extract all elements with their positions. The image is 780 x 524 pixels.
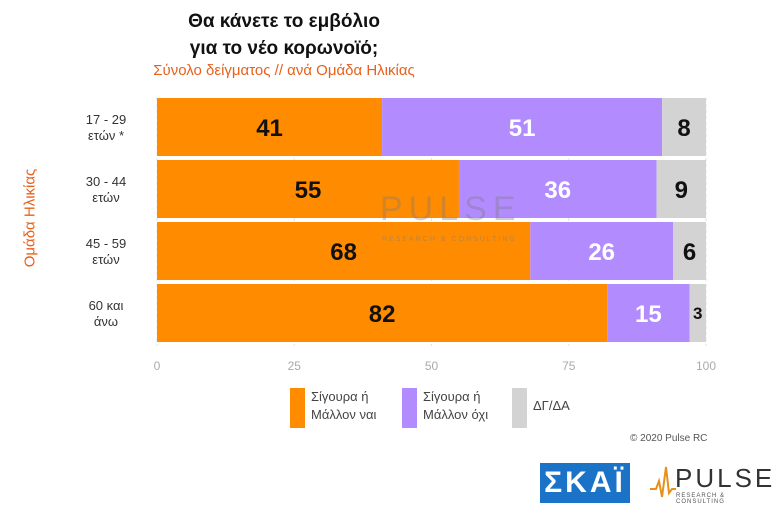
data-label-2-2: 6 — [683, 239, 696, 266]
legend-label-no: Σίγουρα ή Μάλλον όχι — [423, 388, 488, 424]
bar-0-0 — [157, 98, 383, 156]
bar-1-2 — [656, 160, 706, 218]
x-tick-label-1: 25 — [288, 359, 302, 373]
data-label-3-2: 3 — [693, 304, 702, 323]
legend-swatch-no — [402, 388, 417, 428]
bar-2-0 — [157, 222, 531, 280]
x-tick-label-4: 100 — [696, 359, 716, 373]
legend-label-no-line1: Σίγουρα ή — [423, 389, 481, 404]
category-label-3-0: 60 και — [89, 298, 124, 313]
legend-swatch-dk — [512, 388, 527, 428]
x-tick-label-2: 50 — [425, 359, 439, 373]
bar-0-1 — [382, 98, 663, 156]
legend-swatch-yes — [290, 388, 305, 428]
category-label-0-1: ετών * — [88, 128, 124, 143]
bar-3-0 — [157, 284, 608, 342]
pulse-wave-icon — [650, 466, 676, 498]
bar-1-0 — [157, 160, 459, 218]
pulse-logo: PULSE RESEARCH & CONSULTING — [650, 463, 772, 505]
category-label-2-1: ετών — [92, 252, 119, 267]
legend-label-dk: ΔΓ/ΔΑ — [533, 398, 570, 413]
category-label-1-0: 30 - 44 — [86, 174, 126, 189]
legend-label-yes-line1: Σίγουρα ή — [311, 389, 369, 404]
bar-3-2 — [689, 284, 706, 342]
legend-item-no: Σίγουρα ή Μάλλον όχι — [402, 388, 488, 428]
x-tick-label-0: 0 — [154, 359, 161, 373]
bar-2-1 — [530, 222, 674, 280]
data-label-1-2: 9 — [675, 177, 688, 204]
bar-2-2 — [673, 222, 706, 280]
bar-0-2 — [662, 98, 706, 156]
category-label-2-0: 45 - 59 — [86, 236, 126, 251]
category-label-1-1: ετών — [92, 190, 119, 205]
chart-title: Θα κάνετε το εμβόλιο για το νέο κορωνοϊό… — [124, 8, 444, 62]
data-label-2-1: 26 — [588, 239, 615, 266]
data-label-0-1: 51 — [509, 115, 536, 142]
watermark-subtitle: RESEARCH & CONSULTING — [382, 236, 517, 243]
copyright-text: © 2020 Pulse RC — [630, 433, 708, 444]
data-label-0-2: 8 — [677, 115, 690, 142]
legend-item-yes: Σίγουρα ή Μάλλον ναι — [290, 388, 376, 428]
legend: Σίγουρα ή Μάλλον ναι Σίγουρα ή Μάλλον όχ… — [290, 388, 630, 438]
chart-title-line2: για το νέο κορωνοϊό; — [189, 38, 379, 59]
legend-label-yes: Σίγουρα ή Μάλλον ναι — [311, 388, 376, 424]
skai-logo: ΣΚΑΪ — [540, 463, 630, 503]
data-label-0-0: 41 — [256, 115, 283, 142]
data-label-1-0: 55 — [295, 177, 322, 204]
data-label-3-1: 15 — [635, 301, 662, 328]
chart-subtitle: Σύνολο δείγματος // ανά Ομάδα Ηλικίας — [153, 62, 415, 79]
category-label-3-1: άνω — [94, 314, 118, 329]
bar-3-1 — [607, 284, 690, 342]
data-label-1-1: 36 — [544, 177, 571, 204]
data-label-2-0: 68 — [330, 239, 357, 266]
bar-1-1 — [458, 160, 657, 218]
legend-label-no-line2: Μάλλον όχι — [423, 407, 489, 422]
pulse-logo-text: PULSE — [675, 463, 776, 493]
watermark: PULSE — [380, 190, 522, 228]
legend-label-yes-line2: Μάλλον ναι — [311, 407, 377, 422]
legend-item-dk: ΔΓ/ΔΑ — [512, 388, 570, 428]
data-label-3-0: 82 — [369, 301, 396, 328]
chart-title-line1: Θα κάνετε το εμβόλιο — [188, 11, 380, 32]
category-label-0-0: 17 - 29 — [86, 112, 126, 127]
x-tick-label-3: 75 — [562, 359, 576, 373]
pulse-logo-subtext: RESEARCH & CONSULTING — [676, 493, 726, 505]
